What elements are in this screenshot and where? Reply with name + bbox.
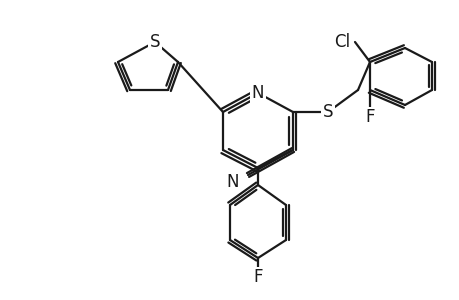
Text: F: F <box>364 108 374 126</box>
Text: S: S <box>322 103 332 121</box>
Text: F: F <box>253 268 262 286</box>
Text: N: N <box>226 173 239 191</box>
Text: S: S <box>150 33 160 51</box>
Text: N: N <box>251 84 263 102</box>
Text: Cl: Cl <box>333 33 349 51</box>
